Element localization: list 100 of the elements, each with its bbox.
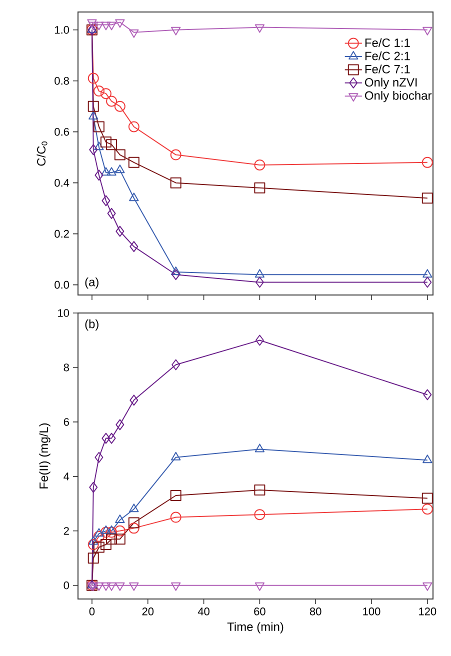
point (106, 96, 118, 107)
point (94, 142, 104, 150)
point (128, 156, 140, 168)
point (130, 394, 138, 406)
point (170, 490, 182, 501)
point (114, 149, 126, 160)
point (102, 195, 110, 206)
point (102, 432, 110, 444)
x-tick-label: 120 (419, 608, 436, 616)
point (94, 22, 104, 30)
y-tick-label: 0.2 (54, 230, 69, 238)
point (88, 111, 98, 120)
point (254, 159, 266, 170)
legend-label: Only biochar (365, 90, 432, 102)
point (171, 266, 181, 276)
point (254, 509, 266, 520)
point (172, 359, 180, 370)
annotation: (b) (85, 319, 98, 331)
y-axis-title: Fe(II) (mg/L) (39, 423, 50, 488)
point (93, 121, 104, 132)
legend-label: Fe/C 1:1 (365, 38, 410, 48)
point (88, 536, 98, 545)
point (422, 269, 432, 278)
point (114, 534, 126, 545)
point (101, 525, 111, 534)
point (129, 192, 139, 202)
point (88, 22, 98, 30)
x-tick-label: 100 (363, 608, 380, 616)
legend-label: Fe/C 7:1 (365, 64, 410, 74)
point (106, 582, 116, 591)
point (101, 582, 111, 591)
point (115, 582, 125, 591)
point (422, 504, 433, 515)
point (422, 26, 432, 36)
x-tick-label: 20 (142, 608, 154, 616)
point (171, 582, 181, 591)
point (88, 539, 99, 550)
point (254, 24, 265, 33)
point (88, 100, 99, 112)
point (94, 528, 104, 537)
point (254, 444, 265, 452)
x-tick-label: 60 (254, 608, 266, 616)
point (128, 522, 140, 534)
point (423, 389, 432, 400)
point (116, 419, 124, 430)
point (114, 525, 126, 536)
point (115, 164, 125, 174)
point (106, 525, 116, 534)
point (254, 182, 266, 194)
point (93, 542, 104, 553)
x-axis-title: Time (min) (227, 622, 284, 634)
point (100, 539, 112, 550)
y-tick-label: 4 (64, 472, 70, 480)
point (94, 452, 104, 463)
point (422, 156, 433, 168)
point (255, 276, 264, 288)
y-tick-label: 2 (64, 527, 69, 535)
point (94, 170, 104, 181)
x-tick-label: 80 (310, 608, 322, 616)
point (89, 482, 98, 493)
point (254, 484, 266, 496)
point (170, 149, 182, 160)
point (94, 582, 104, 591)
point (171, 26, 181, 36)
y-tick-label: 0.6 (54, 128, 69, 136)
y-tick-label: 6 (64, 418, 69, 426)
point (101, 167, 111, 176)
point (422, 492, 433, 504)
point (128, 121, 140, 132)
point (106, 22, 116, 30)
point (422, 454, 432, 464)
point (88, 72, 99, 84)
point (423, 276, 432, 288)
point (106, 139, 118, 150)
y-tick-label: 8 (64, 364, 69, 372)
point (89, 144, 98, 156)
point (255, 334, 264, 346)
y-tick-label: 1.0 (55, 26, 70, 34)
x-tick-label: 0 (89, 608, 95, 616)
point (100, 136, 112, 148)
point (171, 452, 181, 460)
legend-label: Fe/C 2:1 (365, 51, 410, 60)
annotation: (a) (85, 277, 98, 289)
legend-label: Only nZVI (365, 78, 417, 89)
y-axis-title: C/C$_{0}$ (36, 142, 48, 166)
point (129, 504, 139, 512)
point (87, 19, 97, 28)
point (100, 526, 112, 538)
point (115, 514, 125, 524)
point (254, 582, 265, 591)
point (129, 29, 139, 38)
y-tick-label: 0.0 (54, 280, 70, 289)
x-tick-label: 40 (198, 608, 210, 616)
point (93, 86, 104, 97)
point (170, 177, 182, 188)
y-tick-label: 0.4 (54, 178, 70, 187)
point (170, 512, 182, 523)
point (114, 100, 126, 112)
point (106, 534, 118, 545)
point (100, 88, 112, 100)
